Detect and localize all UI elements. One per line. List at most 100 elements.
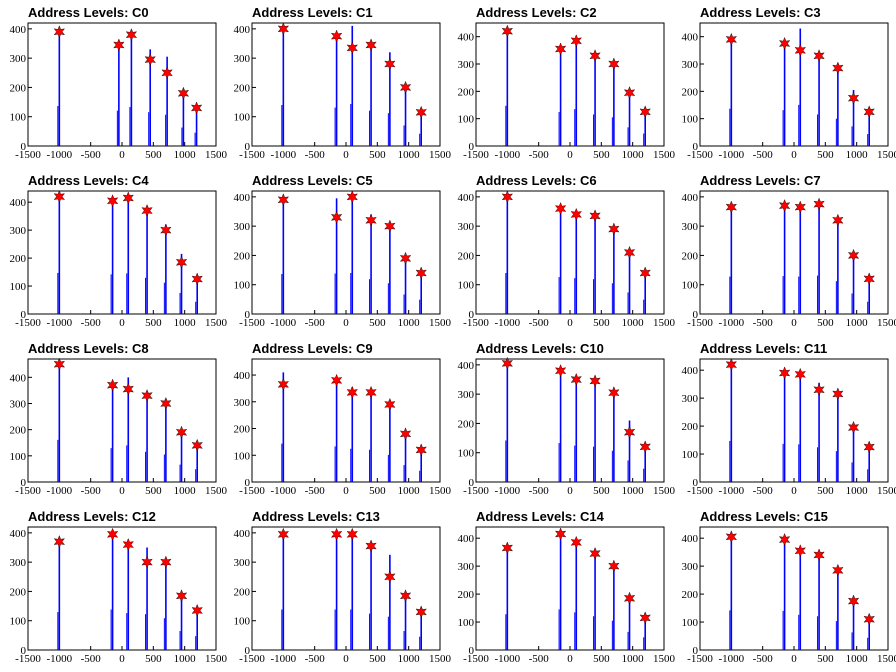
fit-marker: [847, 248, 860, 262]
y-tick-label: 100: [234, 112, 251, 124]
fit-marker: [122, 191, 134, 205]
y-tick-label: 300: [10, 557, 27, 569]
chart-svg: 0 100 200 300 400 -1500 -1000 -500 0 500 1000 1500: [234, 190, 452, 329]
fit-marker: [623, 425, 636, 439]
x-tick-label: -1500: [687, 317, 713, 329]
chart-panel: 0 100 200 300 400 -1500 -1000 -500 0 500 1000 1500 A…: [224, 168, 452, 336]
fit-marker: [832, 563, 844, 577]
fit-marker: [813, 383, 825, 397]
fit-marker: [53, 535, 66, 549]
x-tick-label: 500: [817, 653, 834, 665]
y-tick-label: 0: [245, 309, 251, 321]
x-tick-label: 0: [119, 653, 125, 665]
y-tick-label: 100: [10, 112, 27, 124]
y-tick-label: 100: [10, 451, 27, 463]
x-tick-label: 1000: [174, 317, 197, 329]
y-tick-label: 300: [682, 393, 699, 405]
fit-marker: [608, 559, 620, 573]
x-tick-label: 1000: [846, 485, 869, 497]
y-tick-label: 400: [234, 528, 251, 540]
fit-marker: [384, 397, 396, 412]
fit-marker: [330, 527, 343, 541]
x-tick-label: 1500: [877, 317, 896, 329]
x-tick-label: 1500: [205, 653, 228, 665]
fit-marker: [144, 53, 156, 67]
x-tick-label: 0: [791, 485, 797, 497]
chart-panel: 0 100 200 300 400 -1500 -1000 -500 0 500 1000 1500 A…: [672, 0, 896, 168]
x-tick-label: 500: [817, 149, 834, 161]
fit-marker: [832, 387, 844, 401]
fit-marker: [415, 443, 427, 457]
x-tick-label: 500: [145, 149, 162, 161]
chart-panel: 0 100 200 300 400 -1500 -1000 -500 0 500 1000 1500 A…: [672, 504, 896, 672]
y-tick-label: 300: [10, 53, 27, 65]
x-tick-label: 500: [593, 485, 610, 497]
fit-marker: [639, 440, 651, 454]
fit-marker: [608, 222, 620, 236]
chart-title: Address Levels: C3: [700, 5, 821, 20]
x-tick-label: 1500: [205, 149, 228, 161]
fit-marker: [794, 43, 806, 57]
y-tick-label: 400: [458, 32, 475, 44]
x-tick-label: 0: [119, 317, 125, 329]
y-tick-label: 100: [234, 280, 251, 292]
y-tick-label: 400: [10, 24, 27, 36]
chart-panel: 0 100 200 300 400 -1500 -1000 -500 0 500 1000 1500 A…: [448, 168, 676, 336]
x-tick-label: -1500: [239, 317, 265, 329]
x-tick-label: 500: [593, 149, 610, 161]
y-tick-label: 0: [469, 645, 475, 657]
plot-frame: [475, 22, 665, 147]
y-tick-label: 200: [458, 589, 475, 601]
fit-marker: [106, 527, 119, 541]
fit-marker: [125, 28, 138, 42]
chart-title: Address Levels: C9: [252, 341, 373, 356]
fit-marker: [365, 213, 377, 227]
y-tick-label: 100: [458, 448, 475, 460]
x-tick-label: 500: [369, 653, 386, 665]
y-tick-label: 400: [458, 192, 475, 204]
y-tick-label: 400: [458, 360, 475, 372]
fit-marker: [623, 86, 636, 100]
x-tick-label: -500: [529, 653, 550, 665]
x-tick-label: -1000: [270, 317, 296, 329]
x-tick-label: 1000: [398, 149, 421, 161]
fit-marker: [832, 213, 844, 227]
fit-marker: [113, 38, 125, 52]
fit-marker: [160, 223, 172, 237]
fit-marker: [277, 527, 290, 541]
fit-marker: [106, 378, 119, 392]
x-tick-label: 0: [343, 653, 349, 665]
x-tick-label: -500: [81, 653, 102, 665]
x-tick-label: 1500: [205, 485, 228, 497]
x-tick-label: 1500: [877, 485, 896, 497]
fit-marker: [778, 533, 791, 547]
y-tick-label: 200: [234, 586, 251, 598]
fit-marker: [191, 272, 203, 286]
fit-marker: [141, 204, 153, 218]
fit-marker: [554, 202, 567, 216]
x-tick-label: 500: [145, 653, 162, 665]
chart-panel: 0 100 200 300 400 -1500 -1000 -500 0 500 1000 1500 A…: [448, 336, 676, 504]
x-tick-label: 0: [567, 485, 573, 497]
y-tick-label: 200: [234, 250, 251, 262]
fit-marker: [53, 25, 66, 39]
fit-marker: [623, 591, 636, 605]
x-tick-label: -1000: [718, 317, 744, 329]
fit-marker: [501, 190, 514, 204]
chart-title: Address Levels: C5: [252, 173, 373, 188]
y-tick-label: 0: [469, 477, 475, 489]
fit-marker: [53, 357, 66, 371]
y-tick-label: 100: [682, 280, 699, 292]
y-tick-label: 200: [234, 424, 251, 436]
x-tick-label: -500: [81, 485, 102, 497]
fit-marker: [863, 612, 875, 626]
chart-panel: 0 100 200 300 400 -1500 -1000 -500 0 500 1000 1500 A…: [672, 168, 896, 336]
x-tick-label: -500: [305, 653, 326, 665]
chart-panel: 0 100 200 300 400 -1500 -1000 -500 0 500 1000 1500 A…: [0, 0, 228, 168]
fit-marker: [570, 207, 582, 221]
fit-marker: [399, 589, 412, 603]
y-tick-label: 300: [458, 221, 475, 233]
x-tick-label: 1000: [846, 149, 869, 161]
fit-marker: [847, 594, 860, 608]
plot-frame: [251, 22, 441, 147]
